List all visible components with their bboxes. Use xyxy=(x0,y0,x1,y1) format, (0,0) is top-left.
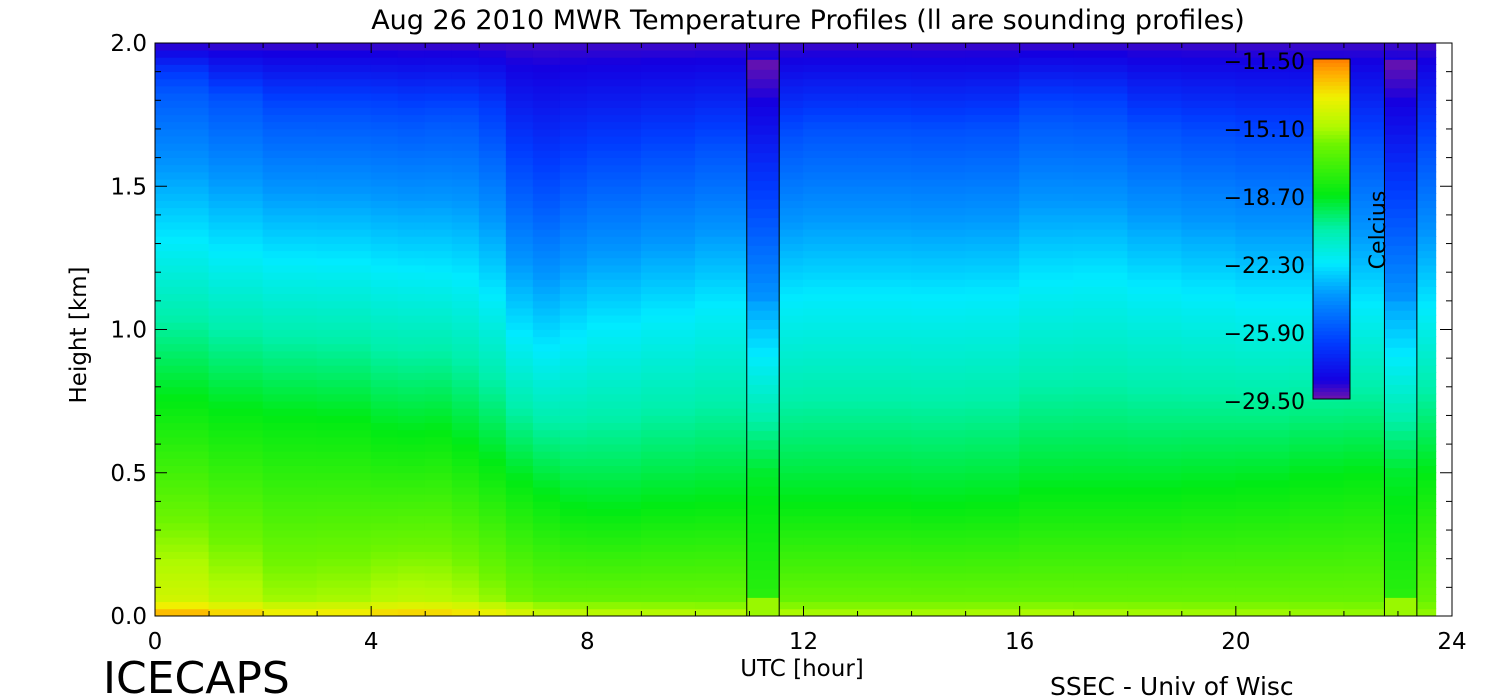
colorbar-tick-label: −29.50 xyxy=(1224,390,1305,415)
chart-title: Aug 26 2010 MWR Temperature Profiles (ll… xyxy=(371,5,1245,36)
colorbar-frame xyxy=(1312,58,1351,400)
y-tick-label: 1.0 xyxy=(110,318,147,344)
x-tick-label: 16 xyxy=(1005,629,1034,655)
x-tick-label: 24 xyxy=(1437,629,1466,655)
colorbar-label: Celcius xyxy=(1366,191,1391,270)
y-tick-label: 1.5 xyxy=(110,174,147,200)
x-axis-ticks: 0 4 8 12 16 20 24 xyxy=(148,43,1467,655)
sounding-profiles xyxy=(746,43,1418,617)
colorbar-tick-label: −22.30 xyxy=(1224,254,1305,279)
sounding-profile xyxy=(746,43,780,617)
y-tick-label: 0.5 xyxy=(110,461,147,487)
x-axis-label: UTC [hour] xyxy=(740,656,864,682)
sounding-profile xyxy=(1383,43,1418,617)
colorbar-tick-label: −15.10 xyxy=(1224,118,1305,143)
footer-right-text: SSEC - Univ of Wisc xyxy=(1050,672,1294,700)
colorbar-tick-label: −18.70 xyxy=(1224,186,1305,211)
y-tick-label: 0.0 xyxy=(110,604,147,630)
x-tick-label: 12 xyxy=(789,629,818,655)
colorbar: −11.50 −15.10 −18.70 −22.30 −25.90 −29.50 xyxy=(1224,50,1351,415)
footer-left-text: ICECAPS xyxy=(103,653,290,700)
x-tick-label: 20 xyxy=(1221,629,1250,655)
y-axis-ticks: 0.0 0.5 1.0 1.5 2.0 xyxy=(110,31,1452,630)
x-tick-label: 4 xyxy=(364,629,379,655)
x-tick-label: 8 xyxy=(580,629,595,655)
colorbar-tick-label: −25.90 xyxy=(1224,322,1305,347)
y-tick-label: 2.0 xyxy=(110,31,147,57)
colorbar-tick-label: −11.50 xyxy=(1224,50,1305,75)
x-tick-label: 0 xyxy=(148,629,163,655)
y-axis-label: Height [km] xyxy=(66,266,92,403)
